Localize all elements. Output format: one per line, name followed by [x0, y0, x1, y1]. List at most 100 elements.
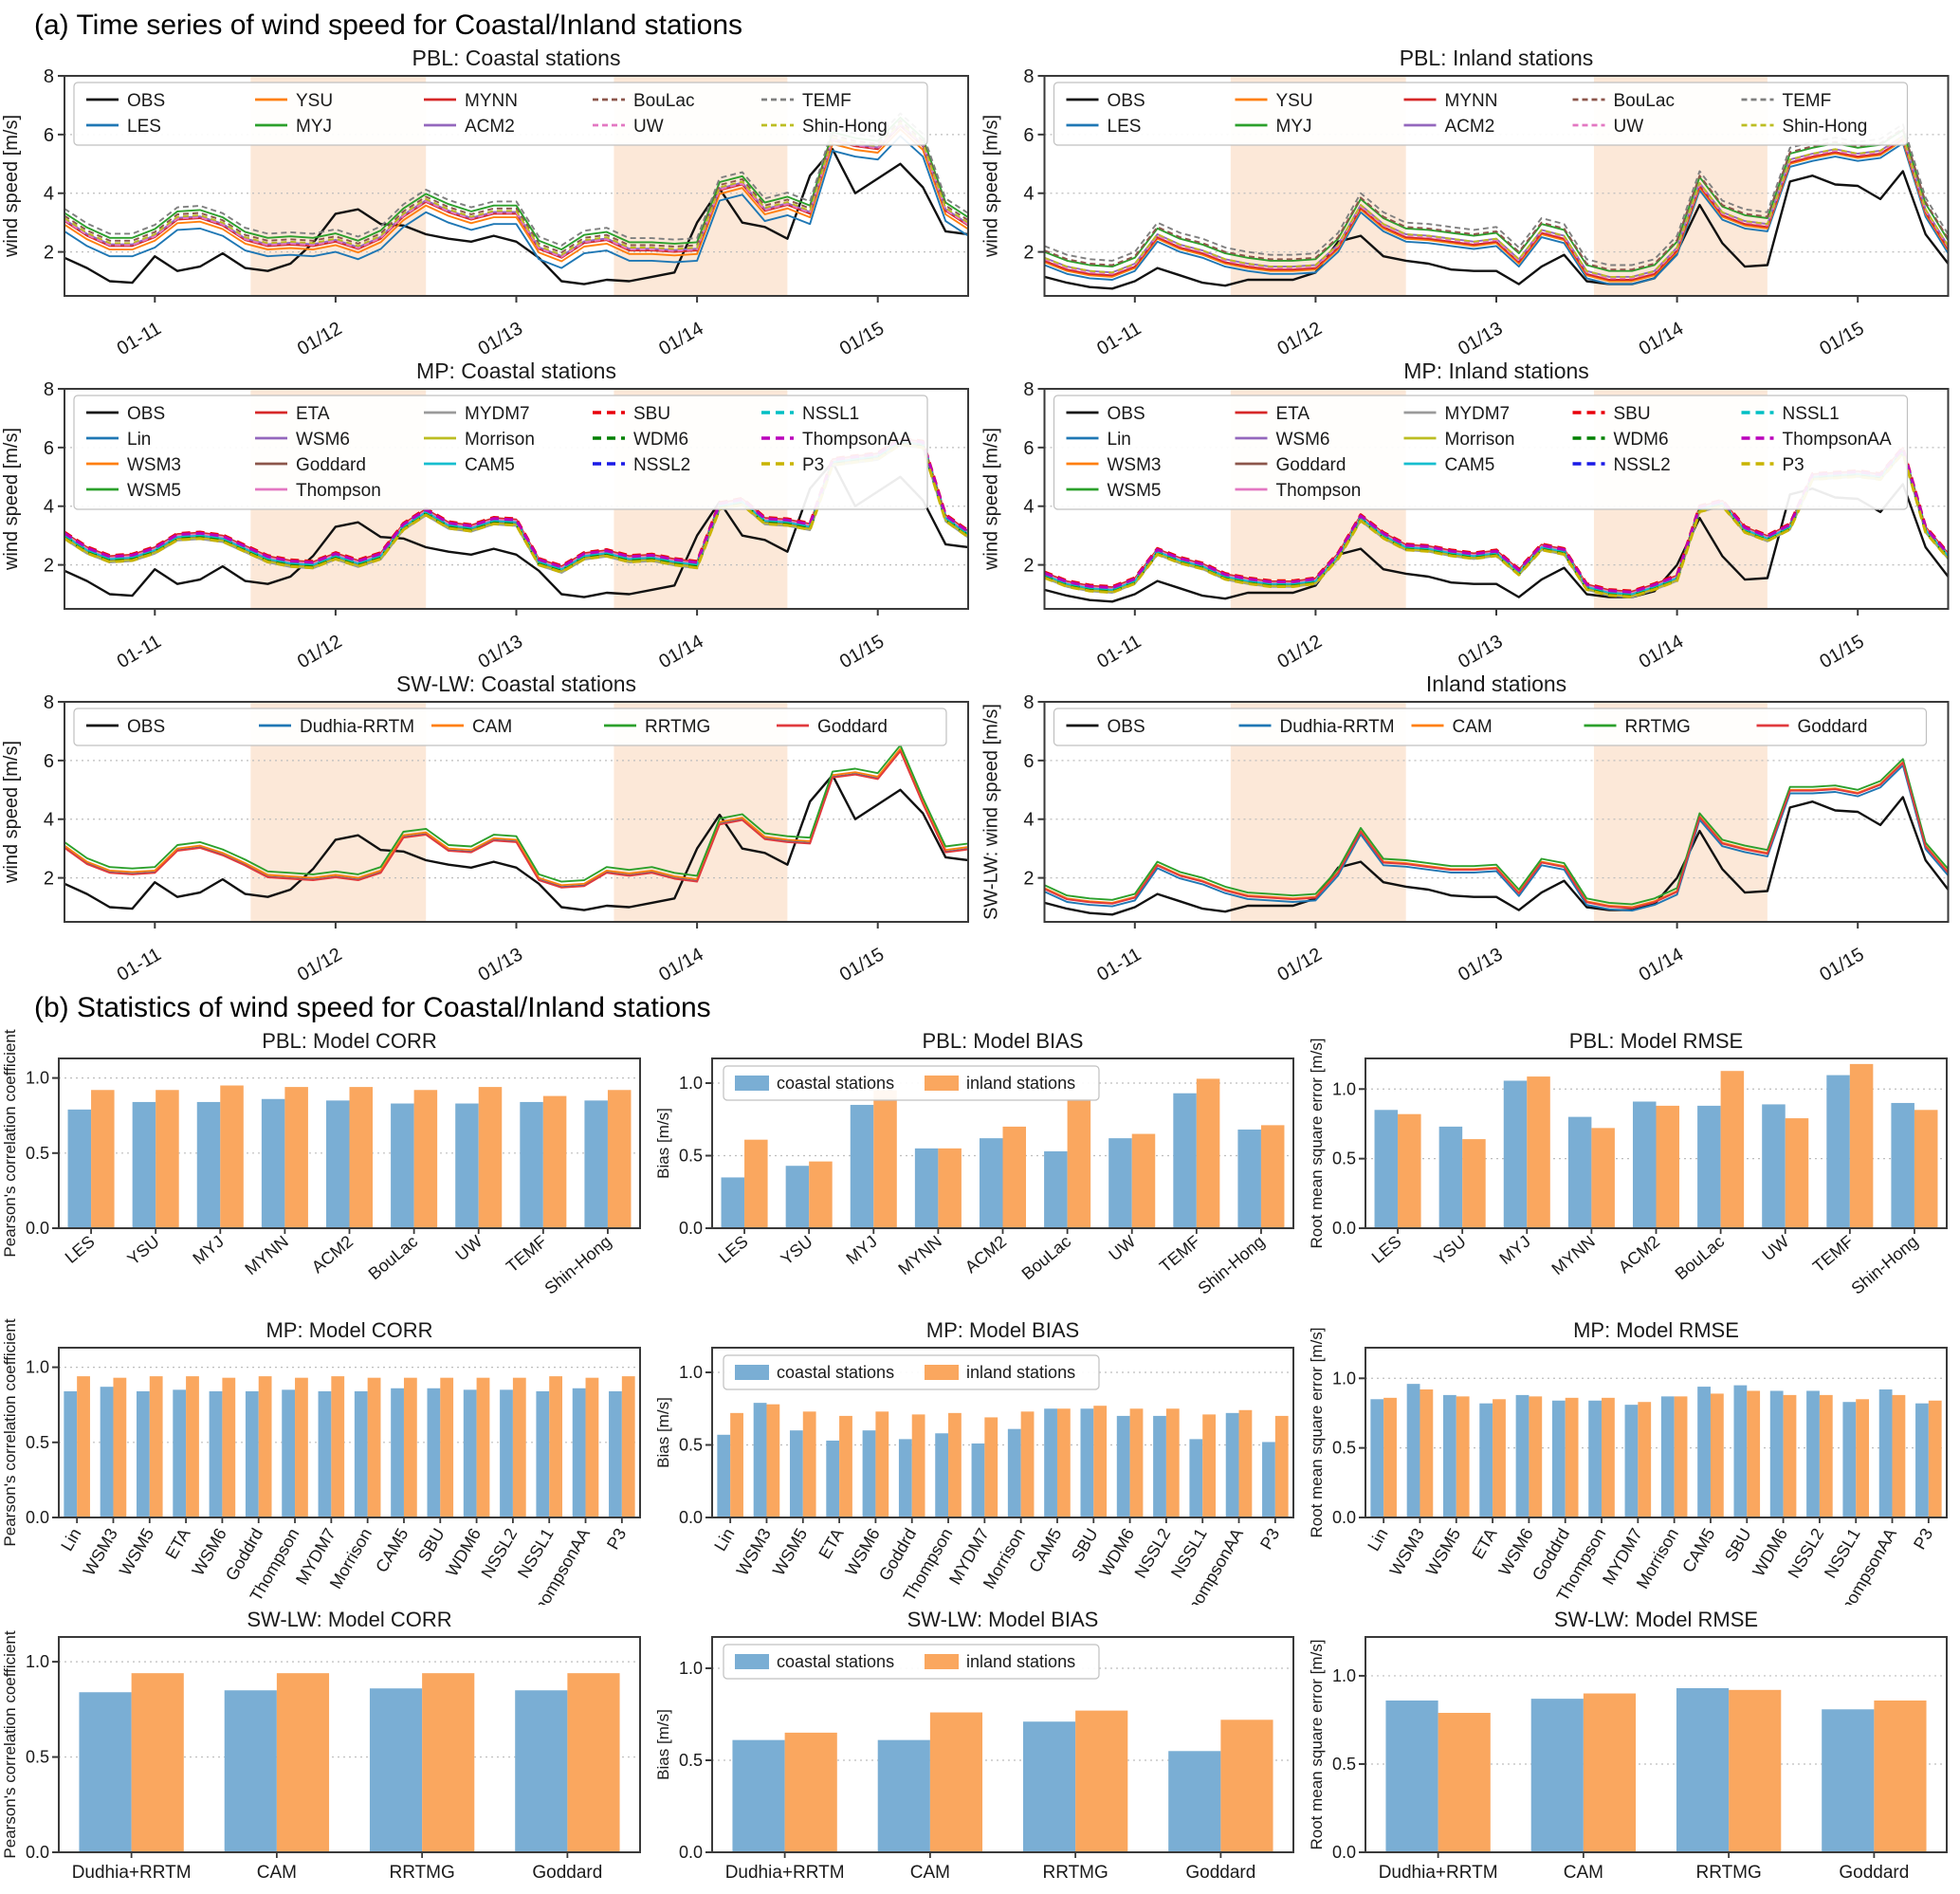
svg-text:8: 8 — [44, 692, 54, 713]
svg-text:Goddard: Goddard — [1839, 1863, 1909, 1883]
svg-text:2: 2 — [1023, 556, 1034, 577]
svg-text:4: 4 — [44, 497, 54, 518]
svg-text:2: 2 — [1023, 869, 1034, 890]
svg-text:LES: LES — [1368, 1232, 1405, 1267]
svg-text:P3: P3 — [1783, 455, 1804, 475]
svg-text:0.0: 0.0 — [1332, 1219, 1356, 1238]
svg-text:SBU: SBU — [414, 1525, 449, 1565]
svg-text:NSSL2: NSSL2 — [633, 455, 690, 475]
svg-text:Dudhia+RRTM: Dudhia+RRTM — [1379, 1863, 1498, 1883]
svg-text:P3: P3 — [603, 1525, 630, 1553]
svg-text:CAM5: CAM5 — [1445, 455, 1495, 475]
svg-text:01/13: 01/13 — [475, 631, 526, 670]
svg-text:LES: LES — [127, 117, 161, 137]
svg-text:Lin: Lin — [1364, 1525, 1391, 1554]
svg-text:SW-LW: Model CORR: SW-LW: Model CORR — [247, 1608, 451, 1631]
svg-text:Shin-Hong: Shin-Hong — [1847, 1232, 1921, 1298]
svg-text:Lin: Lin — [1108, 430, 1131, 450]
chart-swlw-bias: Dudhia+RRTM CAM RRTMG Goddard 0.0 0.5 1.0 Bias … — [654, 1608, 1294, 1883]
svg-text:YSU: YSU — [1431, 1232, 1470, 1269]
chart-swlw-inland: 2 4 6 8 01-11 01/12 01/13 01/14 01/15 SW-LW: wind… — [981, 671, 1950, 983]
svg-text:4: 4 — [1023, 810, 1034, 831]
timeseries-panel-pbl-coastal: 2 4 6 8 01-11 01/12 01/13 01/14 01/15 wind speed … — [0, 44, 980, 357]
svg-text:Bias [m/s]: Bias [m/s] — [654, 1709, 672, 1780]
svg-text:01/12: 01/12 — [294, 318, 345, 357]
svg-text:01/15: 01/15 — [836, 318, 888, 357]
svg-text:MP: Model CORR: MP: Model CORR — [266, 1318, 432, 1342]
svg-text:01-11: 01-11 — [1093, 944, 1145, 983]
svg-text:ThompsonAA: ThompsonAA — [802, 430, 911, 450]
svg-text:RRTMG: RRTMG — [389, 1863, 454, 1883]
svg-text:MYJ: MYJ — [842, 1232, 880, 1268]
svg-text:6: 6 — [44, 125, 54, 146]
svg-text:MYDM7: MYDM7 — [1445, 404, 1511, 424]
svg-text:WDM6: WDM6 — [633, 430, 688, 450]
svg-text:MP: Inland stations: MP: Inland stations — [1403, 359, 1589, 383]
svg-text:4: 4 — [1023, 184, 1034, 205]
svg-text:WSM5: WSM5 — [1422, 1525, 1464, 1579]
svg-text:Root mean square error [m/s]: Root mean square error [m/s] — [1308, 1038, 1326, 1248]
svg-text:inland stations: inland stations — [966, 1363, 1075, 1382]
svg-text:Shin-Hong: Shin-Hong — [1783, 117, 1868, 137]
svg-text:1.0: 1.0 — [679, 1074, 703, 1093]
svg-text:01/12: 01/12 — [294, 944, 345, 983]
svg-text:coastal stations: coastal stations — [777, 1652, 894, 1671]
section-a-title: (a) Time series of wind speed for Coasta… — [34, 9, 743, 41]
timeseries-panel-swlw-inland: 2 4 6 8 01-11 01/12 01/13 01/14 01/15 SW-LW: wind… — [980, 670, 1960, 983]
svg-text:Pearson's correlation coeffici: Pearson's correlation coefficient — [1, 1630, 19, 1858]
svg-text:0.0: 0.0 — [26, 1843, 49, 1862]
svg-text:MYNN: MYNN — [242, 1232, 292, 1278]
svg-text:0.5: 0.5 — [1332, 1439, 1356, 1458]
chart-mp-inland: 2 4 6 8 01-11 01/12 01/13 01/14 01/15 wind speed … — [981, 359, 1950, 670]
svg-text:Lin: Lin — [710, 1525, 738, 1554]
svg-text:MYNN: MYNN — [465, 91, 518, 111]
svg-text:ACM2: ACM2 — [465, 117, 515, 137]
svg-text:Dudhia+RRTM: Dudhia+RRTM — [725, 1863, 845, 1883]
svg-text:0.5: 0.5 — [26, 1748, 49, 1767]
svg-text:ETA: ETA — [815, 1525, 847, 1562]
svg-text:Bias [m/s]: Bias [m/s] — [654, 1397, 672, 1468]
svg-text:wind speed [m/s]: wind speed [m/s] — [1, 741, 22, 884]
svg-text:Morrison: Morrison — [465, 430, 535, 450]
svg-text:0.0: 0.0 — [26, 1508, 49, 1527]
svg-text:PBL: Inland stations: PBL: Inland stations — [1400, 46, 1594, 70]
svg-text:CAM5: CAM5 — [1025, 1525, 1065, 1575]
svg-text:01/15: 01/15 — [1816, 318, 1867, 357]
chart-pbl-coastal: 2 4 6 8 01-11 01/12 01/13 01/14 01/15 wind speed … — [1, 46, 969, 357]
svg-text:CAM: CAM — [257, 1863, 297, 1883]
svg-text:0.0: 0.0 — [679, 1219, 703, 1238]
svg-text:Root mean square error [m/s]: Root mean square error [m/s] — [1308, 1639, 1326, 1849]
svg-text:coastal stations: coastal stations — [777, 1363, 894, 1382]
svg-text:0.5: 0.5 — [26, 1433, 49, 1452]
svg-text:01/14: 01/14 — [655, 631, 706, 670]
timeseries-panel-mp-coastal: 2 4 6 8 01-11 01/12 01/13 01/14 01/15 wind speed … — [0, 357, 980, 670]
svg-text:4: 4 — [44, 810, 54, 831]
svg-text:6: 6 — [44, 438, 54, 459]
svg-text:CAM: CAM — [1564, 1863, 1603, 1883]
svg-text:SW-LW: wind speed [m/s]: SW-LW: wind speed [m/s] — [981, 704, 1002, 920]
svg-text:ETA: ETA — [1276, 404, 1310, 424]
svg-text:OBS: OBS — [127, 404, 165, 424]
svg-text:PBL: Model CORR: PBL: Model CORR — [262, 1029, 437, 1053]
svg-text:ETA: ETA — [161, 1525, 193, 1562]
svg-text:0.5: 0.5 — [26, 1144, 49, 1163]
svg-text:Dudhia-RRTM: Dudhia-RRTM — [1280, 717, 1395, 737]
bar-panel-pbl-corr: LES YSU MYJ MYNN ACM2 BouLac UW TEMF Shin-Hong 0.… — [0, 1026, 653, 1315]
svg-text:TEMF: TEMF — [802, 91, 852, 111]
svg-text:01/15: 01/15 — [836, 944, 888, 983]
svg-text:Goddard: Goddard — [1185, 1863, 1255, 1883]
svg-text:Pearson's correlation coeffici: Pearson's correlation coefficient — [1, 1318, 19, 1546]
svg-text:ACM2: ACM2 — [962, 1232, 1010, 1277]
svg-text:Lin: Lin — [127, 430, 151, 450]
svg-text:OBS: OBS — [127, 717, 165, 737]
svg-text:PBL: Model BIAS: PBL: Model BIAS — [923, 1029, 1084, 1053]
svg-text:inland stations: inland stations — [966, 1652, 1075, 1671]
svg-text:01/14: 01/14 — [655, 318, 706, 357]
svg-text:TEMF: TEMF — [1156, 1232, 1203, 1277]
svg-text:P3: P3 — [1256, 1525, 1283, 1553]
svg-text:Morrison: Morrison — [1445, 430, 1515, 450]
svg-text:0.0: 0.0 — [679, 1508, 703, 1527]
svg-text:SBU: SBU — [1068, 1525, 1102, 1565]
bar-panel-mp-bias: Lin WSM3 WSM5 ETA WSM6 Goddrd Thompson MYDM7 Mor… — [653, 1315, 1307, 1605]
svg-text:YSU: YSU — [1276, 91, 1313, 111]
